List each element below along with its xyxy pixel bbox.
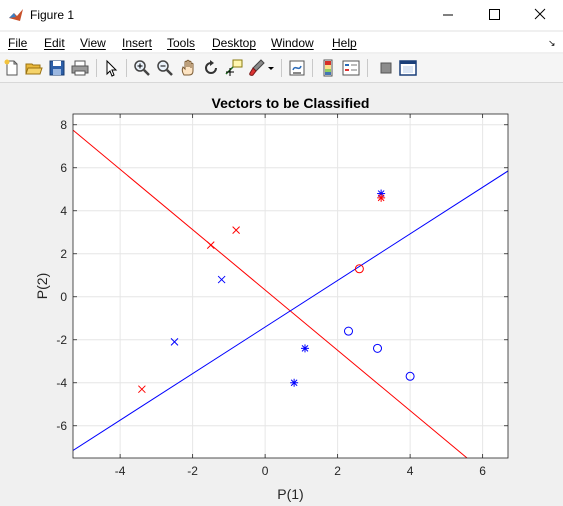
colorbar-button[interactable] [318, 58, 338, 78]
y-tick-label: -2 [56, 333, 67, 347]
red-x-marker[interactable] [232, 226, 240, 234]
plot-area[interactable] [73, 114, 508, 458]
menu-bar: File Edit View Insert Tools Desktop Wind… [0, 32, 563, 52]
blue-boundary-line [73, 170, 508, 451]
blue-x-marker[interactable] [170, 338, 179, 346]
toolbar-separator [281, 59, 282, 77]
menu-window[interactable]: Window [271, 36, 314, 50]
link-plot-icon [289, 60, 305, 76]
zoom-in-icon [134, 60, 150, 76]
menu-desktop[interactable]: Desktop [212, 36, 257, 50]
axis-ticks: -4 -2 0 2 4 6 -6 -4 -2 0 2 4 6 8 [56, 114, 508, 478]
y-tick-label: 8 [60, 118, 67, 132]
close-icon [534, 8, 546, 20]
blue-star-marker[interactable] [290, 378, 299, 387]
figure-toolbar [0, 54, 563, 83]
toolbar-separator [312, 59, 313, 77]
open-file-button[interactable] [24, 58, 44, 78]
red-x-marker[interactable] [206, 241, 215, 250]
x-axis-label: P(1) [277, 486, 303, 502]
toolbar-separator [126, 59, 127, 77]
x-tick-label: -2 [187, 464, 198, 478]
show-plot-tools-icon [399, 60, 417, 76]
brush-button[interactable] [247, 58, 267, 78]
menu-help[interactable]: Help [332, 36, 357, 50]
rotate-3d-button[interactable] [201, 58, 221, 78]
colorbar-icon [323, 59, 333, 77]
rotate-3d-icon [205, 60, 217, 74]
x-tick-label: 0 [262, 464, 269, 478]
menu-edit[interactable]: Edit [44, 36, 65, 50]
minimize-icon [443, 14, 453, 16]
figure-canvas: Vectors to be Classified -4 -2 0 2 4 6 -6 -4 -2 0… [34, 95, 509, 502]
y-tick-label: 4 [60, 204, 67, 218]
menu-view[interactable]: View [80, 36, 106, 50]
axes-box [72, 113, 509, 459]
save-icon [49, 60, 65, 76]
close-button[interactable] [517, 0, 563, 30]
new-figure-button[interactable] [2, 58, 22, 78]
red-star-marker[interactable] [377, 193, 386, 202]
y-tick-label: -4 [56, 376, 67, 390]
new-figure-icon [4, 59, 18, 76]
menu-overflow-icon[interactable]: ↘ [548, 38, 556, 48]
menu-tools[interactable]: Tools [167, 36, 196, 50]
data-points [138, 189, 415, 394]
print-button[interactable] [70, 58, 90, 78]
hide-plot-tools-icon [380, 62, 392, 74]
brush-icon [249, 59, 265, 76]
menu-insert[interactable]: Insert [122, 36, 153, 50]
chart-title: Vectors to be Classified [212, 95, 370, 111]
data-cursor-icon [225, 59, 243, 76]
blue-o-marker[interactable] [373, 343, 382, 353]
blue-x-marker[interactable] [217, 275, 226, 284]
maximize-button[interactable] [471, 0, 517, 30]
print-icon [71, 60, 89, 76]
blue-o-marker[interactable] [344, 326, 353, 336]
zoom-out-icon [157, 60, 173, 76]
y-tick-label: 6 [60, 161, 67, 175]
decision-boundaries [73, 129, 508, 458]
save-button[interactable] [47, 58, 67, 78]
toolbar-separator [367, 59, 368, 77]
data-cursor-button[interactable] [224, 58, 244, 78]
menu-file[interactable]: File [8, 36, 28, 50]
pointer-icon [106, 59, 118, 77]
open-file-icon [25, 63, 43, 75]
legend-icon [342, 60, 360, 76]
title-bar: Figure 1 [0, 0, 563, 30]
x-tick-label: -4 [115, 464, 126, 478]
toolbar-separator [96, 59, 97, 77]
y-axis-label: P(2) [34, 273, 50, 299]
legend-button[interactable] [341, 58, 361, 78]
y-tick-label: -6 [56, 419, 67, 433]
pan-button[interactable] [178, 58, 198, 78]
hide-plot-tools-button[interactable] [376, 58, 396, 78]
zoom-out-button[interactable] [155, 58, 175, 78]
maximize-icon [489, 9, 500, 20]
pointer-button[interactable] [101, 58, 121, 78]
window-title: Figure 1 [30, 8, 75, 22]
chevron-down-icon [268, 67, 274, 70]
link-plot-button[interactable] [287, 58, 307, 78]
y-tick-label: 0 [60, 290, 67, 304]
x-tick-label: 2 [334, 464, 341, 478]
blue-o-marker[interactable] [405, 371, 415, 381]
red-x-marker[interactable] [138, 385, 146, 394]
pan-icon [181, 59, 194, 76]
y-tick-label: 2 [60, 247, 67, 261]
brush-dropdown-button[interactable] [266, 58, 276, 78]
zoom-in-button[interactable] [132, 58, 152, 78]
matlab-logo-icon [9, 9, 23, 21]
blue-star-marker[interactable] [301, 344, 309, 353]
x-tick-label: 4 [407, 464, 414, 478]
red-o-marker[interactable] [354, 264, 364, 274]
show-plot-tools-button[interactable] [398, 58, 418, 78]
minimize-button[interactable] [425, 0, 471, 30]
red-boundary-line [73, 129, 468, 458]
x-tick-label: 6 [479, 464, 486, 478]
